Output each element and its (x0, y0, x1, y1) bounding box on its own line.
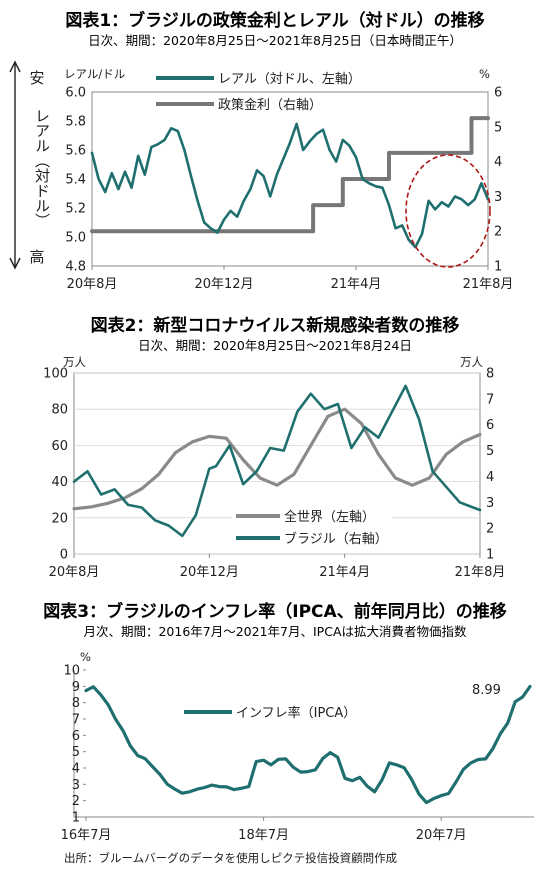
c2-x-tick-label: 21年4月 (319, 565, 370, 580)
chart1-left-unit: レアル/ドル (64, 67, 125, 81)
c2-right-tick-label: 5 (486, 444, 494, 459)
chart3-x-ticks: 16年7月 18年7月 20年7月 (61, 817, 467, 843)
chart1-side-label-mid: レアル（対ドル） (33, 108, 51, 228)
c2-right-tick-label: 7 (486, 392, 494, 407)
c1-left-tick-label: 5.0 (65, 231, 86, 246)
c2-right-tick-label: 2 (486, 522, 494, 537)
chart1-title: 図表1：ブラジルの政策金利とレアル（対ドル）の推移 (65, 10, 484, 31)
c1-x-tick-label: 21年4月 (331, 277, 382, 292)
chart2-left-unit: 万人 (63, 355, 86, 369)
c1-series-line-2 (90, 116, 490, 234)
c1-right-tick-label: 4 (494, 155, 502, 170)
chart2-legend-label-brazil: ブラジル（右軸） (284, 531, 388, 547)
c1-x-tick-label: 21年8月 (463, 277, 514, 292)
chart1-legend-label-rate: レアル（対ドル、左軸） (218, 72, 361, 87)
c1-series-line-1 (90, 122, 490, 249)
chart1-legend: レアル（対ドル、左軸） 政策金利（右軸） (156, 72, 361, 113)
c3-left-tick-label: 3 (72, 778, 80, 793)
c1-left-tick-label: 6.0 (65, 86, 86, 101)
c3-left-tick-label: 8 (72, 696, 80, 711)
c2-left-tick-label: 0 (60, 548, 68, 563)
c3-left-tick-label: 6 (72, 729, 80, 744)
chart3-subtitle: 月次、期間：2016年7月～2021年7月、IPCAは拡大消費者物価指数 (83, 624, 467, 639)
chart3-left-unit: % (80, 650, 91, 664)
chart2-legend: 全世界（左軸） ブラジル（右軸） (232, 504, 392, 550)
c1-left-tick-label: 5.4 (65, 173, 86, 188)
c2-x-tick-label: 20年12月 (180, 565, 239, 580)
chart3-legend: インフレ率（IPCA） (184, 705, 356, 721)
c2-right-tick-label: 4 (486, 470, 494, 485)
chart1-right-ticks: 6 5 4 3 2 1 (494, 86, 502, 275)
chart1-series (90, 116, 490, 249)
c1-x-tick-label: 20年12月 (194, 277, 253, 292)
chart1-legend-label-policy: 政策金利（右軸） (218, 97, 322, 113)
chart3-legend-label: インフレ率（IPCA） (236, 705, 356, 721)
c3-left-tick-label: 10 (63, 664, 80, 679)
c1-left-tick-label: 4.8 (65, 260, 86, 275)
c1-right-tick-label: 2 (494, 225, 502, 240)
chart1-left-ticks: 6.0 5.8 5.6 5.4 5.2 5.0 4.8 (65, 86, 86, 275)
c3-left-tick-label: 1 (72, 811, 80, 826)
footer-source: 出所：ブルームバーグのデータを使用しピクテ投信投資顧問作成 (64, 851, 398, 865)
c3-left-tick-label: 2 (72, 794, 80, 809)
c1-right-tick-label: 6 (494, 86, 502, 101)
c2-right-tick-label: 8 (486, 367, 494, 382)
chart1-arrow-down-head (9, 257, 21, 270)
chart3-title: 図表3：ブラジルのインフレ率（IPCA、前年同月比）の推移 (43, 601, 506, 622)
c1-right-tick-label: 1 (494, 260, 502, 275)
chart3-series (84, 684, 532, 805)
c1-right-tick-label: 3 (494, 190, 502, 205)
c2-left-tick-label: 20 (51, 511, 68, 526)
c2-left-tick-label: 40 (51, 475, 68, 490)
c2-left-tick-label: 100 (43, 367, 68, 382)
chart1-x-ticks: 20年8月 20年12月 21年4月 21年8月 (67, 266, 514, 292)
c2-x-tick-label: 20年8月 (49, 565, 100, 580)
c2-right-tick-label: 1 (486, 548, 494, 563)
chart2-x-ticks: 20年8月 20年12月 21年4月 21年8月 (49, 554, 506, 580)
c3-series-line-1 (84, 684, 532, 805)
chart2-legend-label-world: 全世界（左軸） (284, 509, 375, 525)
c1-right-tick-label: 5 (494, 120, 502, 135)
chart1-side-label-top: 安 (29, 69, 44, 87)
chart1-plot-frame (91, 91, 489, 267)
c3-left-tick-label: 7 (72, 713, 80, 728)
c2-right-tick-label: 6 (486, 418, 494, 433)
chart2-left-ticks: 100 80 60 40 20 0 (43, 367, 68, 563)
c3-left-tick-label: 5 (72, 745, 80, 760)
c2-left-tick-label: 60 (51, 439, 68, 454)
c2-right-tick-label: 3 (486, 496, 494, 511)
c3-x-tick-label: 16年7月 (61, 828, 112, 843)
chart1-arrow-up-head (9, 60, 21, 73)
chart1-subtitle: 日次、期間：2020年8月25日～2021年8月25日（日本時間正午） (88, 33, 462, 48)
chart2-right-ticks: 8 7 6 5 4 3 2 1 (486, 367, 494, 563)
chart2-title: 図表2：新型コロナウイルス新規感染者数の推移 (91, 315, 460, 336)
c3-left-tick-label: 9 (72, 680, 80, 695)
c2-x-tick-label: 21年8月 (455, 565, 506, 580)
chart1-right-unit: % (479, 67, 490, 81)
chart2-subtitle: 日次、期間：2020年8月25日～2021年8月24日 (138, 338, 412, 353)
chart2-series (72, 384, 482, 538)
c1-left-tick-label: 5.6 (65, 144, 86, 159)
chart1-highlight-ellipse (405, 154, 491, 268)
chart2-legend-bg (232, 504, 392, 550)
chart2-gridlines (74, 372, 480, 555)
c1-left-tick-label: 5.8 (65, 115, 86, 130)
c1-left-tick-label: 5.2 (65, 202, 86, 217)
c1-x-tick-label: 20年8月 (67, 277, 118, 292)
c3-left-tick-label: 4 (72, 762, 80, 777)
c3-x-tick-label: 18年7月 (238, 828, 289, 843)
chart1-side-label-bottom: 高 (29, 248, 44, 266)
c3-x-tick-label: 20年7月 (416, 828, 467, 843)
c2-series-line-1 (72, 407, 482, 511)
chart3-annotation-last-value: 8.99 (472, 683, 501, 698)
c2-left-tick-label: 80 (51, 403, 68, 418)
c2-series-line-2 (72, 384, 482, 538)
chart2-right-unit: 万人 (460, 355, 483, 369)
